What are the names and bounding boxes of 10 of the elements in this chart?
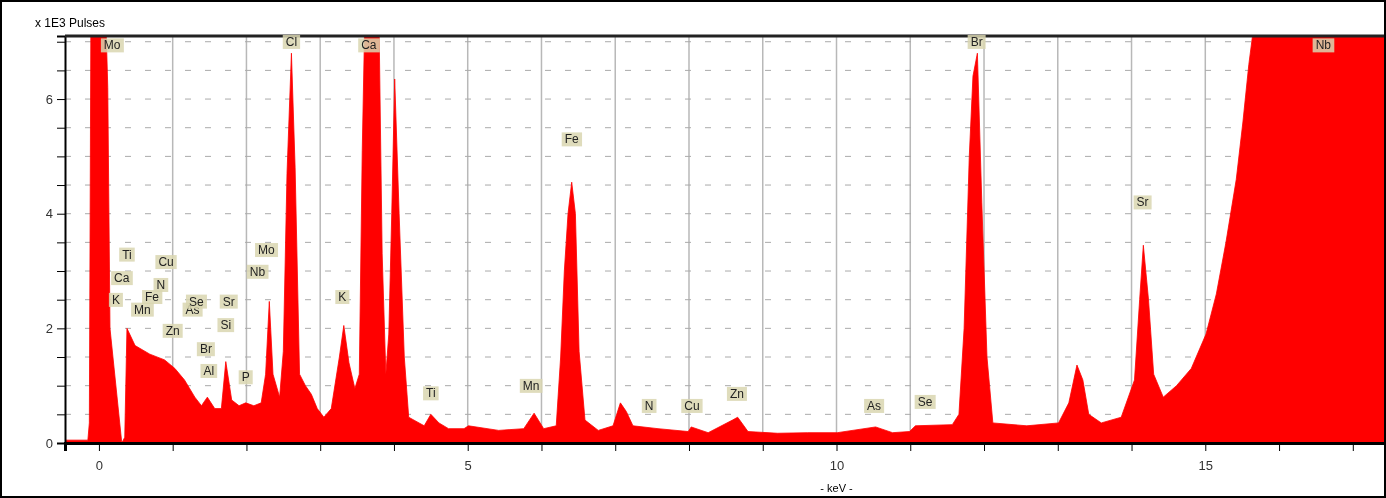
x-axis-title: - keV - [820, 482, 854, 494]
x-tick-label: 15 [1198, 458, 1214, 474]
y-axis-title: x 1E3 Pulses [35, 16, 106, 30]
x-tick-label: 0 [95, 458, 104, 474]
y-tick-label: 4 [45, 206, 53, 222]
x-tick-label: 5 [464, 458, 472, 474]
y-tick-label: 2 [45, 321, 53, 337]
x-tick-label: 10 [829, 458, 845, 474]
y-tick-label: 0 [45, 435, 53, 451]
y-tick-label: 6 [45, 91, 53, 107]
